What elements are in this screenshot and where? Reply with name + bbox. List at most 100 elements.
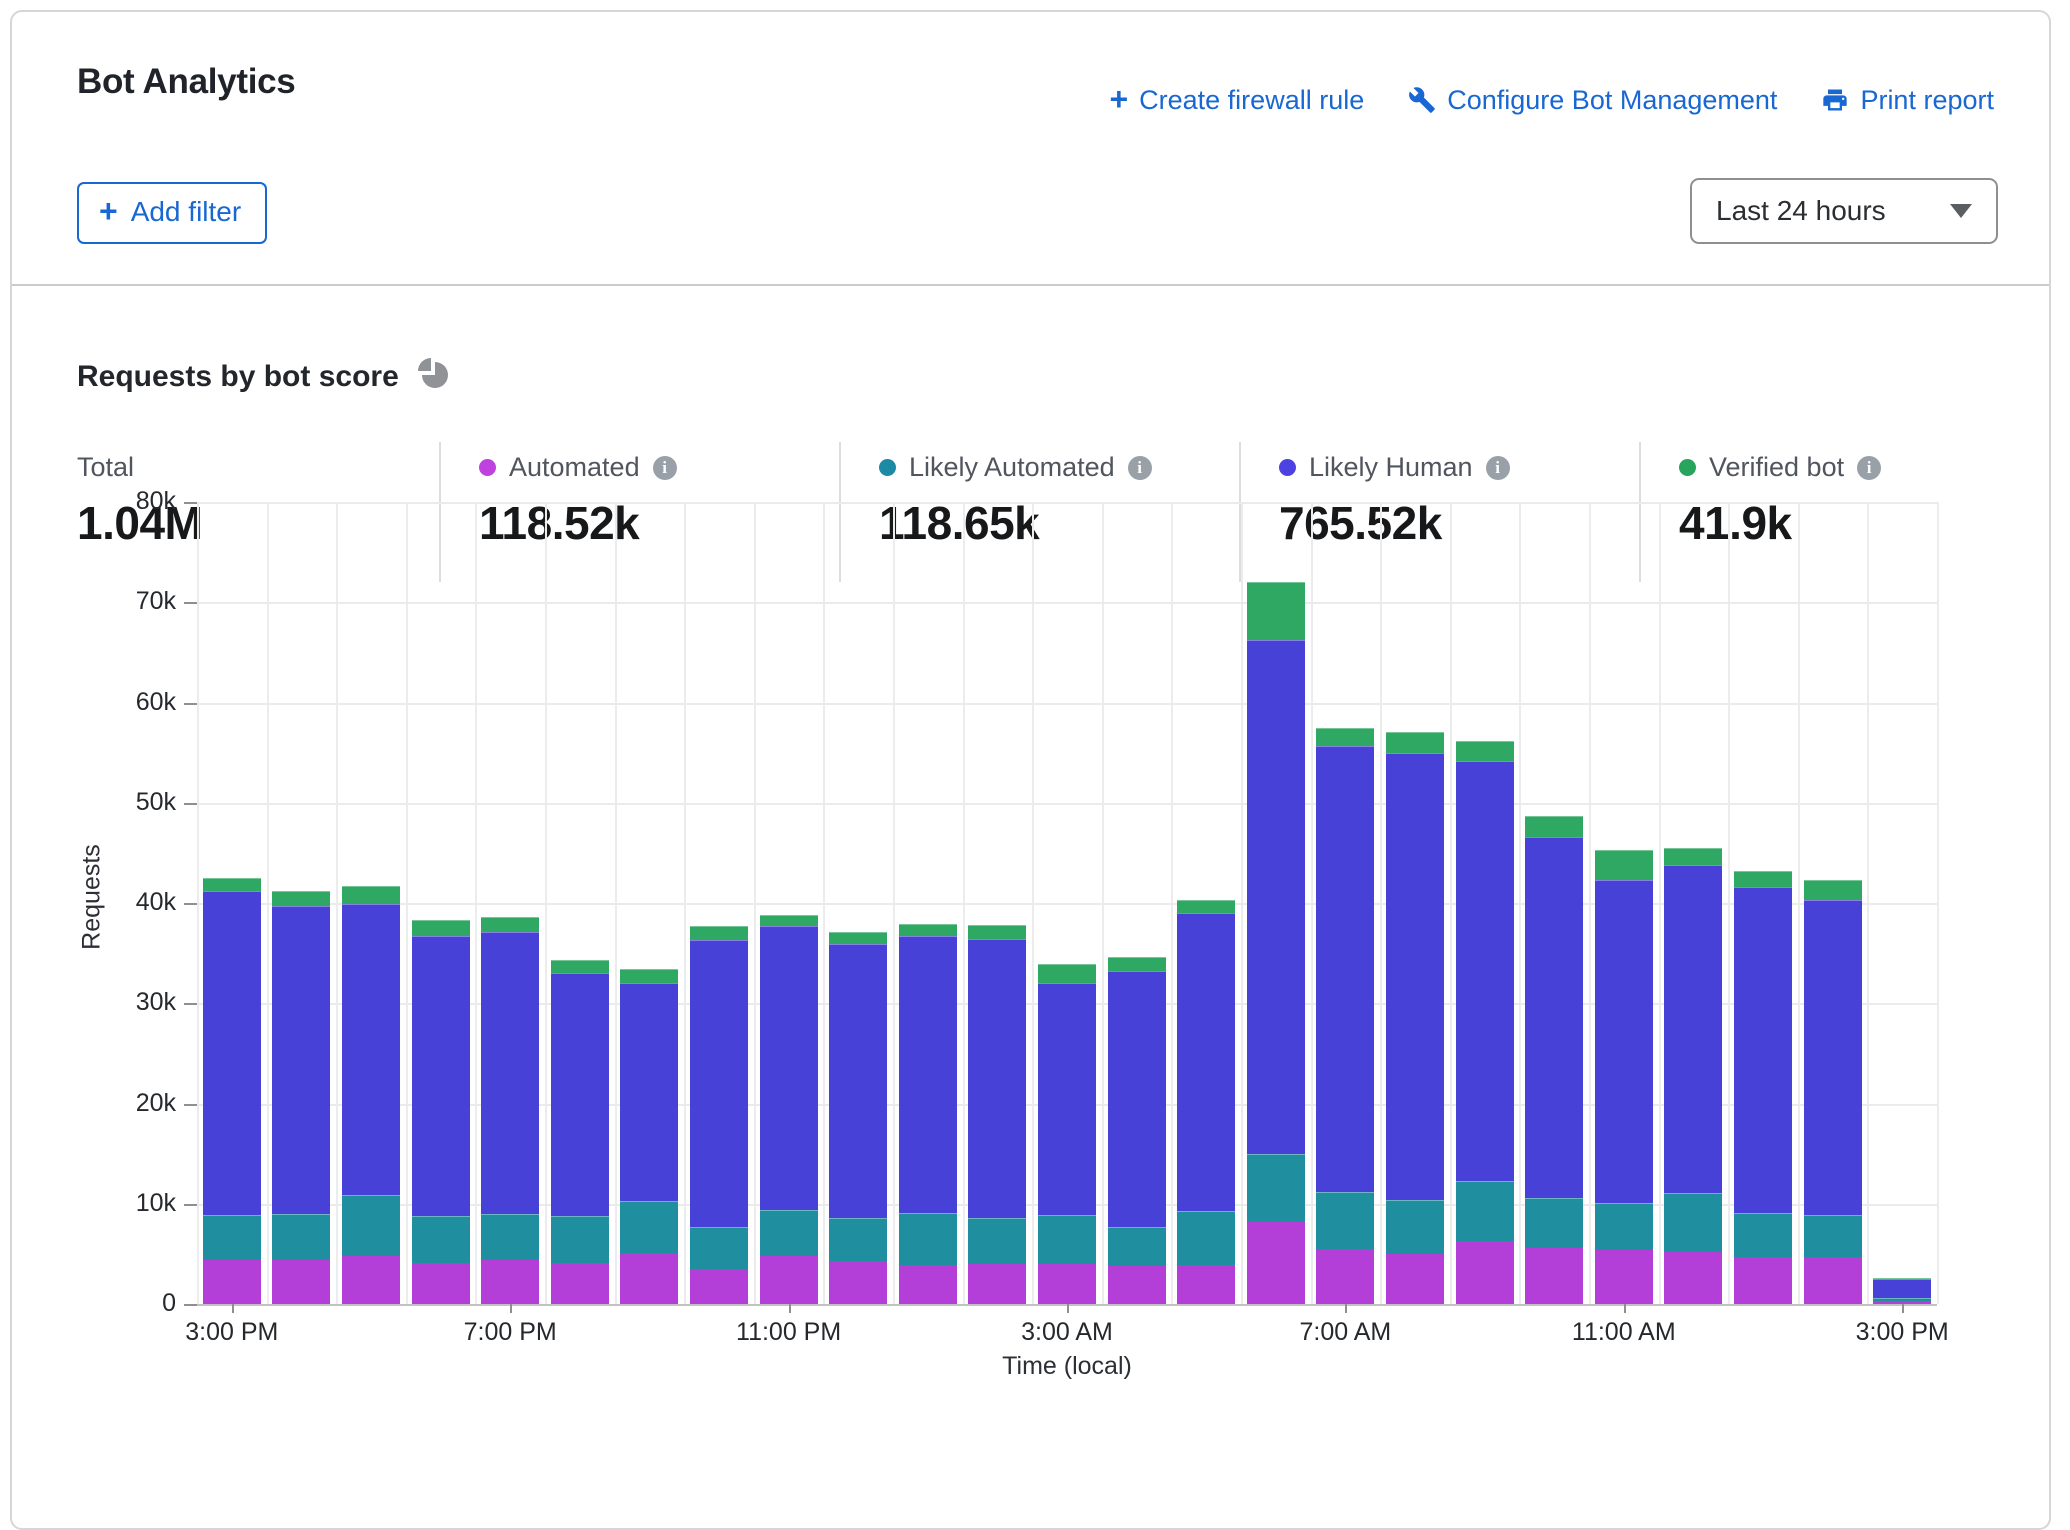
bar-hour-18[interactable] (1386, 732, 1444, 1304)
bar-hour-22[interactable] (1664, 848, 1722, 1304)
stat-verified-bot: Verified bot i 41.9k (1639, 442, 2043, 582)
bar-segment-automated (412, 1263, 470, 1304)
create-firewall-rule-link[interactable]: + Create firewall rule (1109, 84, 1364, 116)
add-filter-label: Add filter (131, 196, 242, 228)
gridline-vertical (1728, 502, 1730, 1304)
bar-hour-5[interactable] (481, 917, 539, 1304)
bar-segment-likely-human (1456, 761, 1514, 1181)
bar-hour-14[interactable] (1108, 957, 1166, 1304)
bar-hour-17[interactable] (1316, 728, 1374, 1304)
bar-segment-automated (551, 1263, 609, 1304)
bar-hour-6[interactable] (551, 960, 609, 1304)
bar-hour-13[interactable] (1038, 964, 1096, 1304)
x-axis-tick (789, 1304, 791, 1313)
y-axis-tick-label: 60k (106, 688, 176, 717)
bar-segment-verified-bot (1525, 816, 1583, 837)
bar-segment-likely-human (1873, 1279, 1931, 1298)
print-report-link[interactable]: Print report (1821, 85, 1994, 116)
bar-hour-24[interactable] (1804, 880, 1862, 1304)
bar-hour-19[interactable] (1456, 741, 1514, 1304)
bar-segment-verified-bot (412, 920, 470, 936)
stat-likely-human-value: 765.52k (1279, 496, 1639, 550)
gridline-vertical (684, 502, 686, 1304)
bar-hour-20[interactable] (1525, 816, 1583, 1304)
stat-likely-automated-label: Likely Automated (909, 452, 1115, 483)
info-icon[interactable]: i (653, 456, 677, 480)
time-range-dropdown[interactable]: Last 24 hours (1690, 178, 1998, 244)
gridline-vertical (1798, 502, 1800, 1304)
print-report-label: Print report (1860, 85, 1994, 116)
stat-automated-value: 118.52k (479, 496, 839, 550)
bar-segment-likely-human (203, 891, 261, 1215)
bar-segment-likely-automated (899, 1213, 957, 1265)
bar-segment-verified-bot (1108, 957, 1166, 971)
bar-hour-9[interactable] (760, 915, 818, 1304)
y-axis-tick-label: 0 (106, 1289, 176, 1318)
bar-hour-23[interactable] (1734, 871, 1792, 1304)
bar-segment-automated (620, 1253, 678, 1304)
bar-segment-automated (203, 1260, 261, 1304)
y-axis-tick (184, 1003, 197, 1005)
bar-segment-automated (968, 1264, 1026, 1304)
bar-hour-15[interactable] (1177, 900, 1235, 1304)
x-axis-tick-label: 7:00 PM (430, 1318, 590, 1347)
bar-hour-7[interactable] (620, 969, 678, 1304)
y-axis-tick (184, 903, 197, 905)
page-title: Bot Analytics (77, 62, 295, 102)
y-axis-tick (184, 1304, 197, 1306)
header-actions: + Create firewall rule Configure Bot Man… (1109, 84, 1994, 116)
bar-hour-11[interactable] (899, 924, 957, 1304)
x-axis-tick (1345, 1304, 1347, 1313)
bar-hour-10[interactable] (829, 932, 887, 1304)
gridline-horizontal (197, 803, 1937, 805)
plus-icon: + (1109, 83, 1128, 115)
bar-segment-verified-bot (1734, 871, 1792, 887)
bar-segment-verified-bot (272, 891, 330, 906)
bar-hour-1[interactable] (203, 878, 261, 1304)
create-firewall-rule-label: Create firewall rule (1139, 85, 1364, 116)
bar-hour-25[interactable] (1873, 1278, 1931, 1304)
x-axis-tick-label: 11:00 AM (1544, 1318, 1704, 1347)
y-axis-tick (184, 1104, 197, 1106)
bar-segment-verified-bot (1386, 732, 1444, 753)
add-filter-button[interactable]: + Add filter (77, 182, 267, 244)
header-divider (12, 284, 2049, 286)
bar-segment-verified-bot (481, 917, 539, 932)
x-axis-tick (1902, 1304, 1904, 1313)
gridline-vertical (197, 502, 199, 1304)
bar-hour-21[interactable] (1595, 850, 1653, 1304)
gridline-vertical (1450, 502, 1452, 1304)
bar-segment-verified-bot (899, 924, 957, 936)
configure-bot-management-link[interactable]: Configure Bot Management (1408, 85, 1777, 116)
bar-segment-likely-human (1316, 746, 1374, 1192)
bar-segment-likely-human (1595, 880, 1653, 1203)
bar-segment-verified-bot (690, 926, 748, 940)
y-axis-tick-label: 70k (106, 587, 176, 616)
bar-hour-4[interactable] (412, 920, 470, 1304)
bar-segment-automated (829, 1261, 887, 1304)
gridline-vertical (406, 502, 408, 1304)
info-icon[interactable]: i (1128, 456, 1152, 480)
x-axis-tick-label: 3:00 PM (152, 1318, 312, 1347)
x-axis-tick (1624, 1304, 1626, 1313)
bar-segment-verified-bot (1177, 900, 1235, 913)
bar-hour-3[interactable] (342, 886, 400, 1304)
bar-segment-likely-human (1386, 753, 1444, 1200)
bar-segment-automated (760, 1256, 818, 1304)
x-axis-tick-label: 11:00 PM (709, 1318, 869, 1347)
gridline-vertical (267, 502, 269, 1304)
info-icon[interactable]: i (1486, 456, 1510, 480)
bar-segment-likely-automated (551, 1216, 609, 1263)
bar-hour-2[interactable] (272, 891, 330, 1304)
info-icon[interactable]: i (1857, 456, 1881, 480)
stat-likely-automated-value: 118.65k (879, 496, 1239, 550)
bar-hour-16[interactable] (1247, 582, 1305, 1304)
stat-total: Total 1.04M (77, 442, 439, 582)
gridline-vertical (1102, 502, 1104, 1304)
gridline-vertical (1032, 502, 1034, 1304)
bar-hour-12[interactable] (968, 925, 1026, 1304)
verified-bot-dot-icon (1679, 459, 1696, 476)
bar-hour-8[interactable] (690, 926, 748, 1304)
bar-segment-likely-human (968, 939, 1026, 1218)
printer-icon (1821, 86, 1849, 114)
